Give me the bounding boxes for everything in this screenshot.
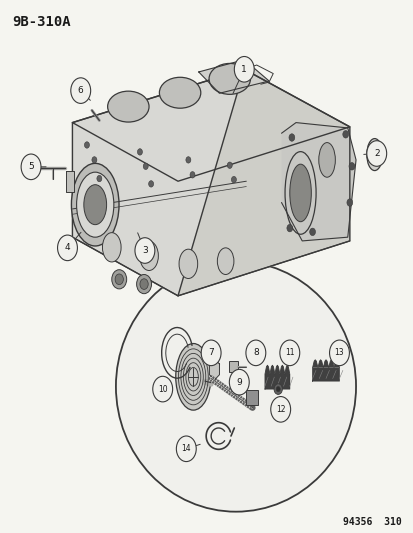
FancyBboxPatch shape (228, 361, 238, 372)
Circle shape (273, 384, 282, 394)
Text: 9B-310A: 9B-310A (12, 15, 71, 29)
Ellipse shape (116, 261, 355, 512)
Circle shape (185, 157, 190, 163)
Text: 2: 2 (373, 149, 379, 158)
Circle shape (97, 175, 102, 182)
Ellipse shape (107, 91, 149, 122)
Circle shape (229, 369, 249, 395)
Circle shape (71, 78, 90, 103)
Circle shape (148, 181, 153, 187)
Circle shape (115, 274, 123, 285)
Circle shape (231, 176, 236, 183)
Ellipse shape (71, 163, 119, 246)
Text: 3: 3 (142, 246, 147, 255)
Circle shape (140, 279, 148, 289)
Text: 94356  310: 94356 310 (342, 516, 401, 527)
Ellipse shape (366, 139, 382, 171)
Polygon shape (269, 365, 274, 374)
Polygon shape (72, 69, 244, 296)
Polygon shape (281, 123, 355, 241)
Text: 4: 4 (64, 244, 70, 252)
Polygon shape (312, 368, 339, 381)
Circle shape (99, 191, 104, 198)
Text: 6: 6 (78, 86, 83, 95)
Polygon shape (274, 365, 279, 374)
Circle shape (227, 162, 232, 168)
Circle shape (201, 340, 221, 366)
Ellipse shape (289, 164, 311, 222)
Circle shape (279, 340, 299, 366)
Ellipse shape (139, 241, 158, 271)
Text: 11: 11 (285, 349, 294, 357)
Circle shape (275, 386, 280, 392)
Circle shape (234, 56, 254, 82)
Circle shape (190, 172, 195, 178)
Polygon shape (323, 360, 328, 368)
Circle shape (135, 238, 154, 263)
Circle shape (286, 224, 292, 232)
Circle shape (112, 270, 126, 289)
Ellipse shape (209, 63, 250, 94)
Polygon shape (264, 374, 289, 389)
Circle shape (366, 141, 386, 166)
Ellipse shape (83, 185, 107, 225)
Ellipse shape (217, 248, 233, 274)
Circle shape (270, 397, 290, 422)
Polygon shape (264, 365, 269, 374)
Polygon shape (66, 171, 74, 192)
Ellipse shape (102, 232, 121, 262)
Circle shape (152, 376, 172, 402)
Polygon shape (312, 360, 317, 368)
Ellipse shape (76, 172, 114, 237)
Text: 7: 7 (208, 349, 214, 357)
Circle shape (288, 134, 294, 141)
Ellipse shape (318, 143, 335, 177)
Polygon shape (178, 69, 349, 296)
Polygon shape (198, 60, 268, 93)
Ellipse shape (369, 144, 378, 165)
Polygon shape (209, 359, 219, 380)
Circle shape (176, 436, 196, 462)
Polygon shape (284, 365, 289, 374)
Polygon shape (279, 365, 284, 374)
Ellipse shape (285, 151, 316, 235)
Circle shape (57, 235, 77, 261)
Circle shape (84, 142, 89, 148)
Text: 5: 5 (28, 163, 34, 171)
Text: 1: 1 (241, 65, 247, 74)
Circle shape (245, 340, 265, 366)
Text: 8: 8 (252, 349, 258, 357)
FancyBboxPatch shape (245, 390, 257, 405)
Polygon shape (328, 360, 333, 368)
Circle shape (92, 157, 97, 163)
Ellipse shape (178, 249, 197, 278)
Text: 14: 14 (181, 445, 191, 453)
Circle shape (21, 154, 41, 180)
Ellipse shape (176, 344, 211, 410)
Text: 9: 9 (236, 378, 242, 386)
Circle shape (136, 274, 151, 294)
Circle shape (342, 131, 348, 138)
Circle shape (143, 163, 148, 169)
Text: 10: 10 (157, 385, 167, 393)
Circle shape (137, 149, 142, 155)
Circle shape (346, 199, 352, 206)
Text: 13: 13 (334, 349, 344, 357)
Text: 12: 12 (275, 405, 285, 414)
Circle shape (329, 340, 349, 366)
Circle shape (309, 228, 315, 236)
Polygon shape (72, 69, 349, 181)
Circle shape (348, 163, 354, 170)
Ellipse shape (159, 77, 200, 108)
Polygon shape (333, 360, 339, 368)
Polygon shape (317, 360, 323, 368)
